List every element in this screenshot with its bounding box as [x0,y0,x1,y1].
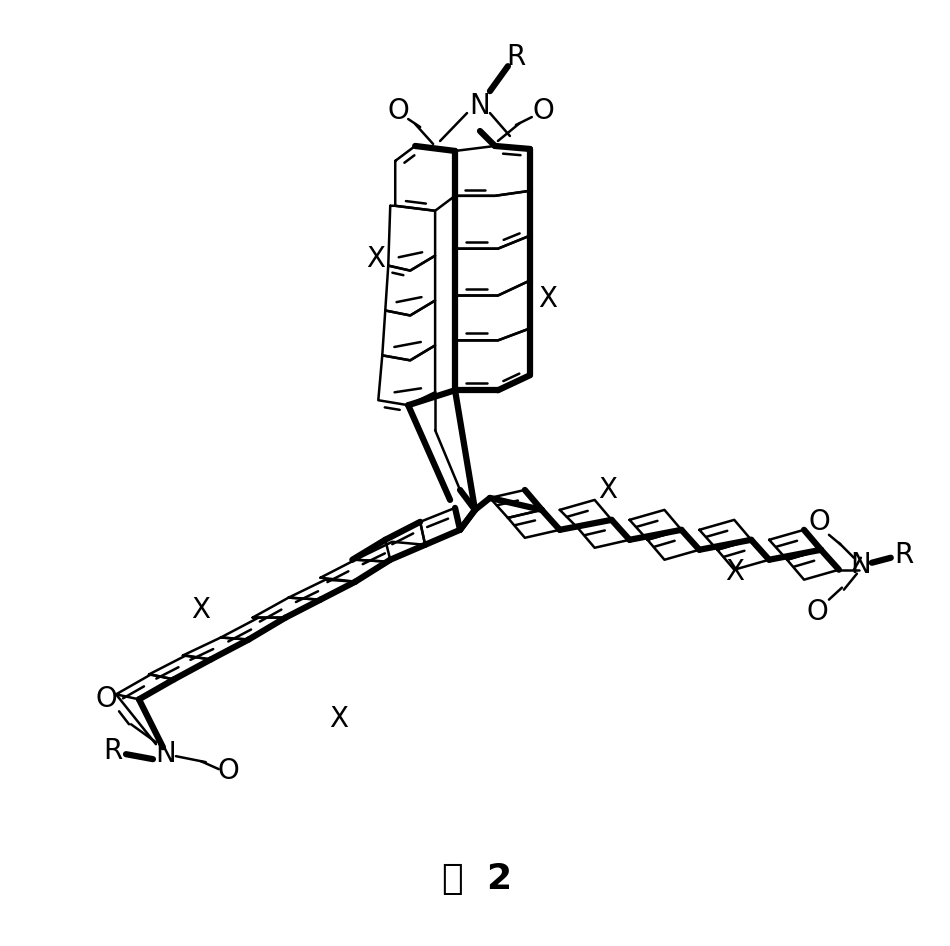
Text: X: X [329,706,348,733]
Text: N: N [469,92,490,120]
Text: N: N [850,551,871,579]
Text: O: O [808,508,830,535]
Text: R: R [104,737,123,765]
Text: X: X [366,245,385,272]
Text: N: N [156,740,177,768]
Text: O: O [533,97,555,125]
Text: X: X [725,558,744,586]
Text: R: R [506,44,525,71]
Text: O: O [388,97,409,125]
Text: X: X [191,596,210,623]
Text: X: X [598,476,618,504]
Text: O: O [218,757,239,785]
Text: 2: 2 [486,862,511,896]
Text: O: O [807,598,827,625]
Text: X: X [539,285,558,312]
Text: 式: 式 [442,862,475,896]
Text: O: O [95,685,117,713]
Text: R: R [894,541,913,569]
